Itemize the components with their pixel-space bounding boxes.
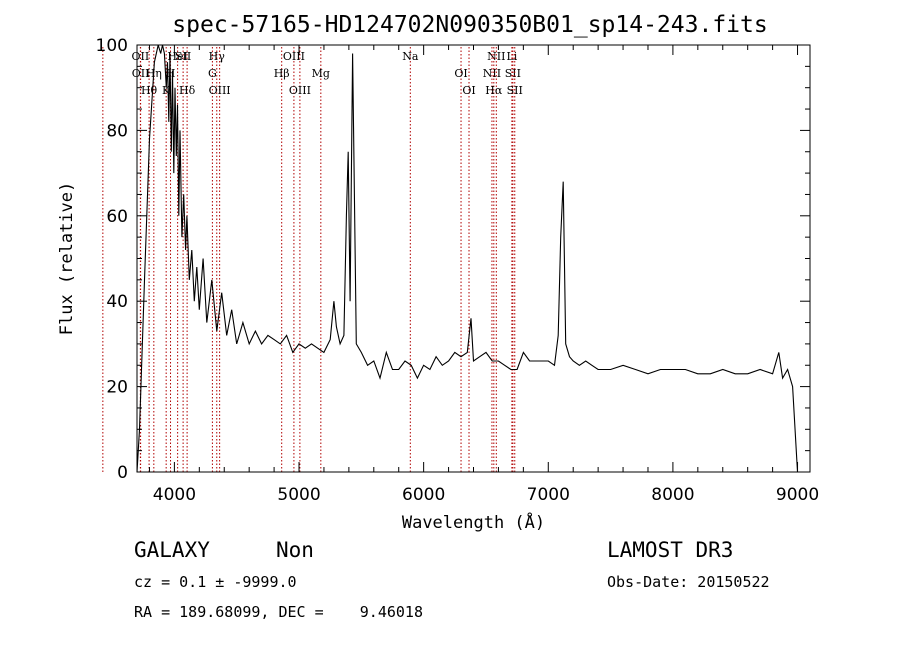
- line-marker-label: OII: [132, 50, 150, 63]
- line-marker-label: OIII: [283, 50, 305, 63]
- subclass-label: Non: [276, 538, 314, 562]
- line-marker-label: Na: [402, 50, 419, 63]
- y-tick-label: 100: [96, 36, 128, 56]
- survey-label: LAMOST DR3: [607, 538, 734, 562]
- x-tick-label: 9000: [776, 485, 819, 505]
- x-tick-label: 6000: [402, 485, 445, 505]
- line-marker-label: Hα: [485, 84, 503, 97]
- line-marker-label: SII: [507, 84, 523, 97]
- y-tick-label: 60: [106, 207, 128, 227]
- chart-title: spec-57165-HD124702N090350B01_sp14-243.f…: [172, 12, 767, 38]
- line-marker-label: NII: [483, 67, 501, 80]
- line-marker-label: HeI: [167, 50, 187, 63]
- line-marker-label: OII: [132, 67, 150, 80]
- line-marker-label: Hβ: [274, 67, 290, 80]
- line-marker-label: Li: [506, 50, 517, 63]
- axis-ticks: 4000 5000 6000 7000 8000 9000 0 20 40 60 80 100: [96, 36, 820, 505]
- line-marker-label: SII: [175, 50, 191, 63]
- x-tick-label: 8000: [651, 485, 694, 505]
- line-marker-label: Hδ: [179, 84, 196, 97]
- y-tick-label: 20: [106, 378, 128, 398]
- line-marker-label: OIII: [209, 84, 231, 97]
- class-label: GALAXY: [134, 538, 210, 562]
- x-tick-label: 5000: [277, 485, 320, 505]
- line-marker-label: G: [208, 67, 217, 80]
- line-marker-label: Hγ: [209, 50, 226, 63]
- line-marker-label: NII: [487, 50, 505, 63]
- obs-date: Obs-Date: 20150522: [607, 573, 770, 591]
- coordinates: RA = 189.68099, DEC = 9.46018: [134, 603, 423, 621]
- y-tick-label: 40: [106, 292, 128, 312]
- line-markers: OIIOIIHθHηHeIKHSIIHδHγGOIIIOIIIHβOIIIMgN…: [102, 47, 523, 472]
- cz-value: cz = 0.1 ± -9999.0: [134, 573, 297, 591]
- line-marker-label: OIII: [289, 84, 311, 97]
- y-tick-label: 80: [106, 121, 128, 141]
- x-tick-label: 4000: [153, 485, 196, 505]
- line-marker-label: Mg: [312, 67, 330, 80]
- y-tick-label: 0: [117, 463, 128, 483]
- y-axis-label: Flux (relative): [57, 182, 77, 336]
- spectrum-line: [136, 44, 799, 473]
- line-marker-label: SII: [505, 67, 521, 80]
- line-marker-label: OI: [462, 84, 475, 97]
- line-marker-label: K: [162, 84, 171, 97]
- plot-area: [136, 44, 799, 473]
- line-marker-label: OI: [454, 67, 467, 80]
- x-tick-label: 7000: [527, 485, 570, 505]
- line-marker-label: Hθ: [141, 84, 158, 97]
- plot-frame: [136, 44, 811, 473]
- x-axis-label: Wavelength (Å): [402, 511, 545, 533]
